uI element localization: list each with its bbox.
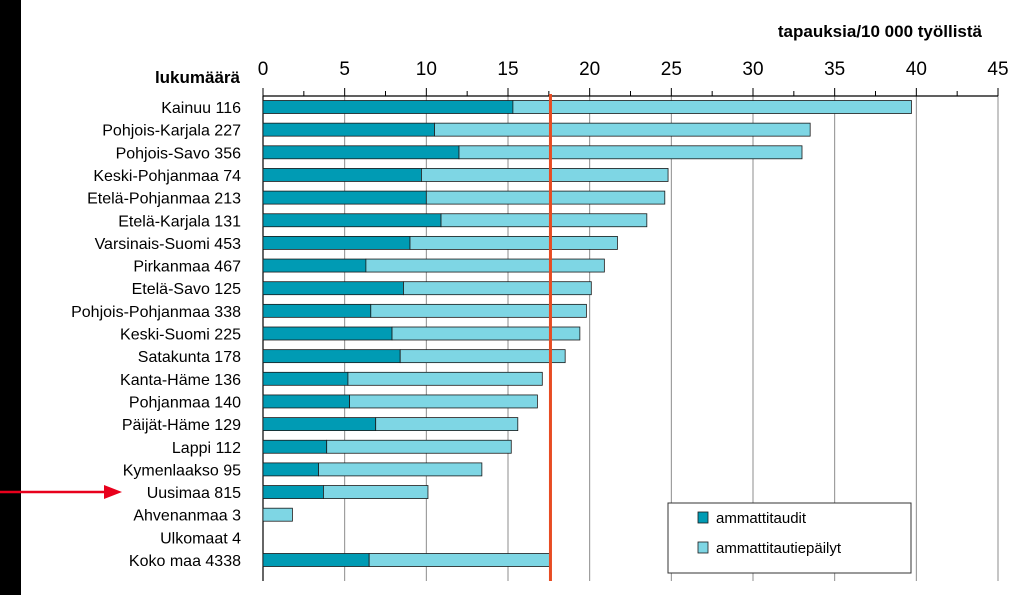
bar-epailyt-12 <box>347 371 543 386</box>
bar-ammattitaudit-8 <box>262 281 404 296</box>
category-label-5: Etelä-Karjala 131 <box>118 213 241 230</box>
bar-epailyt-6 <box>409 235 618 250</box>
bar-epailyt-9 <box>370 303 587 318</box>
x-tick-label-0: 0 <box>258 59 269 80</box>
bar-epailyt-18 <box>262 507 293 522</box>
bar-epailyt-7 <box>365 258 605 273</box>
legend-label-1: ammattitautiepäilyt <box>716 540 842 557</box>
bar-epailyt-16 <box>318 462 483 477</box>
category-label-8: Etelä-Savo 125 <box>132 281 242 298</box>
legend-box <box>667 502 912 574</box>
legend-label-0: ammattitaudit <box>716 510 807 527</box>
x-axis-title: tapauksia/10 000 työllistä <box>778 22 983 41</box>
category-label-6: Varsinais-Suomi 453 <box>95 236 242 253</box>
category-labels: Kainuu 116 Pohjois-Karjala 227 Pohjois-Sav… <box>71 100 241 570</box>
x-tick-label-25: 25 <box>661 59 682 80</box>
category-label-1: Pohjois-Karjala 227 <box>102 123 241 140</box>
bar-ammattitaudit-20 <box>262 553 370 567</box>
category-label-3: Keski-Pohjanmaa 74 <box>93 168 241 185</box>
category-label-10: Keski-Suomi 225 <box>120 327 241 344</box>
bar-ammattitaudit-13 <box>262 394 350 409</box>
legend-swatch-0 <box>697 511 709 524</box>
category-label-2: Pohjois-Savo 356 <box>116 145 242 162</box>
bar-epailyt-11 <box>399 349 566 364</box>
bar-epailyt-4 <box>425 190 666 205</box>
legend-swatch-1 <box>697 541 709 554</box>
category-label-16: Kymenlaakso 95 <box>123 462 241 479</box>
category-label-14: Päijät-Häme 129 <box>122 417 241 434</box>
x-tick-label-10: 10 <box>416 59 437 80</box>
bar-ammattitaudit-6 <box>262 235 411 250</box>
legend: ammattitaudit ammattitautiepäilyt <box>667 502 912 574</box>
bar-epailyt-1 <box>434 122 811 137</box>
category-label-4: Etelä-Pohjanmaa 213 <box>87 191 241 208</box>
x-tick-label-45: 45 <box>987 59 1008 80</box>
bar-ammattitaudit-4 <box>262 190 427 205</box>
bar-ammattitaudit-5 <box>262 213 442 228</box>
bar-ammattitaudit-17 <box>262 485 324 499</box>
bar-ammattitaudit-9 <box>262 303 372 318</box>
bar-epailyt-2 <box>458 145 803 160</box>
bar-epailyt-3 <box>421 168 669 182</box>
bar-epailyt-0 <box>512 100 912 114</box>
category-label-11: Satakunta 178 <box>138 349 241 366</box>
bar-epailyt-15 <box>326 439 512 454</box>
bar-ammattitaudit-7 <box>262 258 367 273</box>
y-axis-title: lukumäärä <box>155 68 241 87</box>
bar-ammattitaudit-0 <box>262 100 514 114</box>
category-label-17: Uusimaa 815 <box>147 485 241 502</box>
highlight-arrow-head <box>104 485 122 500</box>
category-label-19: Ulkomaat 4 <box>160 530 241 547</box>
x-tick-label-20: 20 <box>579 59 600 80</box>
x-tick-label-30: 30 <box>742 59 763 80</box>
category-label-18: Ahvenanmaa 3 <box>133 508 241 525</box>
highlight-arrow-group <box>0 485 122 500</box>
bar-ammattitaudit-10 <box>262 326 393 341</box>
bar-ammattitaudit-14 <box>262 417 377 432</box>
bar-ammattitaudit-3 <box>262 168 422 182</box>
category-label-13: Pohjanmaa 140 <box>129 394 241 411</box>
bar-epailyt-13 <box>349 394 538 409</box>
x-tick-label-35: 35 <box>824 59 845 80</box>
bar-ammattitaudit-11 <box>262 349 401 364</box>
bar-epailyt-14 <box>375 417 519 432</box>
bar-ammattitaudit-12 <box>262 371 349 386</box>
category-label-9: Pohjois-Pohjanmaa 338 <box>71 304 241 321</box>
bar-ammattitaudit-15 <box>262 439 328 454</box>
category-label-15: Lappi 112 <box>172 440 241 457</box>
bar-epailyt-17 <box>323 485 429 499</box>
bar-epailyt-10 <box>391 326 581 341</box>
category-label-20: Koko maa 4338 <box>129 553 241 570</box>
category-label-7: Pirkanmaa 467 <box>133 259 241 276</box>
bars <box>262 100 912 567</box>
bar-epailyt-20 <box>368 553 551 567</box>
x-tick-label-40: 40 <box>906 59 927 80</box>
left-black-band <box>0 0 21 595</box>
bar-epailyt-5 <box>440 213 648 228</box>
x-tick-label-15: 15 <box>497 59 518 80</box>
category-label-12: Kanta-Häme 136 <box>120 372 241 389</box>
category-label-0: Kainuu 116 <box>161 100 241 117</box>
x-tick-labels: 0 5 10 15 20 25 30 35 40 45 <box>258 59 1009 80</box>
x-tick-label-5: 5 <box>339 59 350 80</box>
bar-epailyt-8 <box>403 281 592 296</box>
bar-ammattitaudit-1 <box>262 122 435 137</box>
bar-ammattitaudit-2 <box>262 145 460 160</box>
bar-ammattitaudit-16 <box>262 462 319 477</box>
